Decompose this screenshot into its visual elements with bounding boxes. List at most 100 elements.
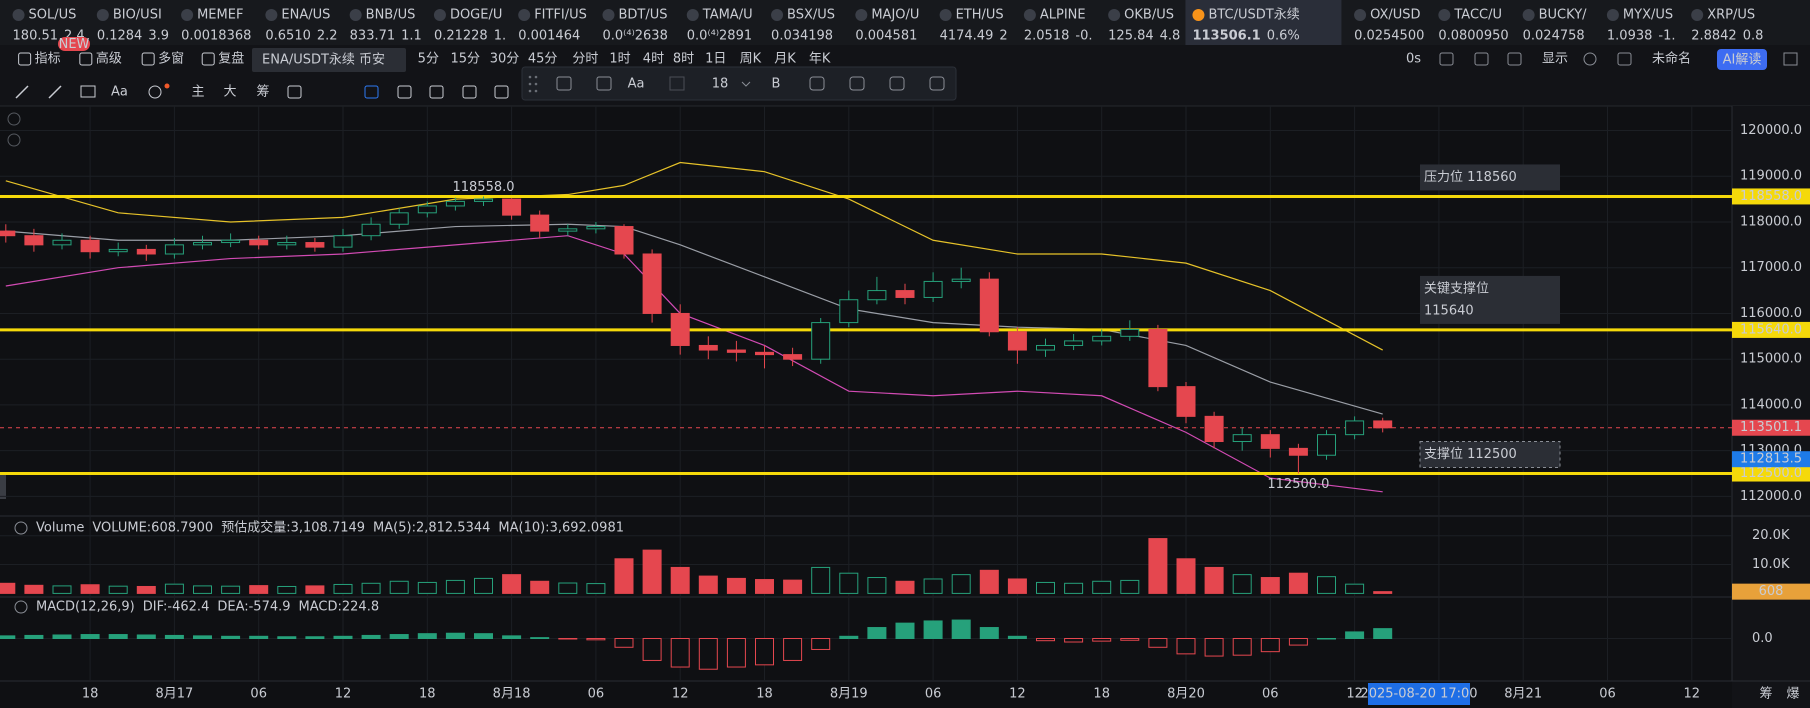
tool-icon[interactable] [1474, 52, 1489, 66]
ticker-icon[interactable] [433, 9, 446, 21]
draw-tool[interactable] [494, 85, 509, 99]
ticker-name[interactable]: BNB/US [366, 8, 416, 23]
tool-label[interactable]: 多窗 [158, 51, 184, 67]
ticker-name[interactable]: BTC/USDT永续 [1208, 8, 1299, 23]
ticker-icon[interactable] [265, 9, 278, 21]
ticker-icon[interactable] [12, 9, 25, 21]
float-icon[interactable] [889, 76, 905, 91]
text-tool[interactable]: Aa [111, 85, 128, 100]
ticker-icon[interactable] [181, 9, 194, 21]
draw-tool[interactable] [80, 85, 96, 98]
draw-tool[interactable] [148, 85, 162, 99]
tool-icon[interactable] [141, 52, 155, 66]
ticker-name[interactable]: ENA/US [281, 8, 330, 23]
bold-toggle[interactable]: B [772, 77, 781, 92]
legend-toggle[interactable] [14, 521, 28, 535]
ticker-icon[interactable] [1691, 9, 1704, 21]
note-box[interactable] [1419, 441, 1561, 469]
ticker-icon[interactable] [349, 9, 362, 21]
ticker-name[interactable]: BSX/US [787, 8, 835, 23]
ticker-icon[interactable] [602, 9, 615, 21]
font-size[interactable]: 18 [712, 77, 729, 92]
side-collapse[interactable] [0, 475, 6, 499]
ticker-name[interactable]: FITFI/US [534, 8, 587, 23]
interval[interactable]: 年K [809, 52, 831, 67]
tool-label[interactable]: 指标 [35, 52, 61, 67]
tool-label[interactable]: 复盘 [218, 51, 244, 67]
ticker-icon[interactable] [518, 9, 531, 21]
float-icon[interactable] [669, 76, 685, 91]
layout-name[interactable]: 未命名 [1652, 51, 1691, 67]
ticker-icon[interactable] [1606, 9, 1619, 21]
interval[interactable]: 45分 [528, 52, 558, 67]
ticker-name[interactable]: DOGE/U [450, 8, 502, 23]
float-icon[interactable] [809, 76, 825, 91]
ticker-icon[interactable] [1108, 9, 1121, 21]
ticker-icon[interactable] [1522, 9, 1535, 21]
ai-button-bg[interactable] [1717, 49, 1767, 70]
ticker-name[interactable]: MAJO/U [871, 8, 919, 23]
ticker-icon[interactable] [1023, 9, 1036, 21]
ticker-name[interactable]: TACC/U [1453, 8, 1502, 23]
indicator-toggle[interactable]: 大 [223, 85, 236, 100]
interval[interactable]: 月K [774, 52, 796, 67]
tool-icon[interactable] [1507, 52, 1522, 66]
draw-tool[interactable] [397, 85, 412, 99]
tool-icon[interactable] [1439, 52, 1454, 66]
ticker-name[interactable]: ALPINE [1040, 8, 1086, 23]
ticker-icon[interactable] [1192, 9, 1205, 21]
float-icon[interactable] [929, 76, 945, 91]
draw-tool[interactable] [429, 85, 444, 99]
interval[interactable]: 30分 [490, 52, 520, 67]
tool-icon[interactable] [1617, 52, 1632, 66]
interval[interactable]: 8时 [673, 52, 694, 67]
tool-label[interactable]: 高级 [96, 51, 122, 67]
display[interactable]: 显示 [1542, 52, 1568, 67]
ticker-icon[interactable] [1354, 9, 1367, 21]
float-text-tool[interactable]: Aa [628, 77, 645, 92]
ticker-name[interactable]: TAMA/U [702, 8, 753, 23]
interval[interactable]: 1时 [609, 52, 630, 67]
pane-handle[interactable] [7, 112, 21, 126]
draw-tool[interactable] [15, 85, 29, 99]
pane-handle[interactable] [7, 133, 21, 147]
indicator-toggle[interactable]: 筹 [256, 84, 269, 100]
ticker-icon[interactable] [939, 9, 952, 21]
ticker-name[interactable]: BDT/US [618, 8, 667, 23]
panel-toggle[interactable] [1783, 52, 1798, 66]
ticker-name[interactable]: ETH/US [956, 8, 1004, 23]
interval[interactable]: 4时 [643, 52, 664, 67]
ticker-name[interactable]: XRP/US [1707, 8, 1755, 23]
ticker-icon[interactable] [96, 9, 109, 21]
note-box[interactable] [1420, 164, 1560, 191]
ticker-name[interactable]: MEMEF [197, 8, 243, 23]
draw-tool[interactable] [462, 85, 477, 99]
ticker-name[interactable]: BIO/USI [113, 8, 162, 23]
corner-label[interactable]: 爆 [1786, 687, 1799, 702]
tool-icon[interactable] [79, 52, 93, 66]
interval[interactable]: 1日 [705, 52, 726, 67]
ticker-icon[interactable] [686, 9, 699, 21]
note-box[interactable] [1420, 275, 1560, 324]
interval[interactable]: 分时 [572, 52, 598, 67]
ticker-name[interactable]: MYX/US [1623, 8, 1673, 23]
float-icon[interactable] [849, 76, 865, 91]
ticker-icon[interactable] [771, 9, 784, 21]
float-icon[interactable] [556, 76, 572, 91]
ticker-icon[interactable] [855, 9, 868, 21]
interval[interactable]: 周K [740, 52, 762, 67]
interval[interactable]: 15分 [450, 52, 480, 67]
legend-toggle[interactable] [14, 600, 28, 614]
tool-icon[interactable] [18, 52, 32, 66]
tool-icon[interactable] [201, 52, 215, 66]
float-icon[interactable] [596, 76, 612, 91]
interval[interactable]: 5分 [418, 52, 439, 67]
ticker-name[interactable]: OX/USD [1370, 8, 1420, 23]
ticker-name[interactable]: BUCKY/ [1539, 8, 1588, 23]
ticker-icon[interactable] [1438, 9, 1451, 21]
tool-icon[interactable] [1583, 52, 1597, 66]
indicator-toggle[interactable]: 主 [191, 85, 204, 100]
draw-tool[interactable] [48, 85, 62, 99]
corner-label[interactable]: 筹 [1759, 686, 1772, 702]
draw-tool[interactable] [364, 85, 379, 99]
